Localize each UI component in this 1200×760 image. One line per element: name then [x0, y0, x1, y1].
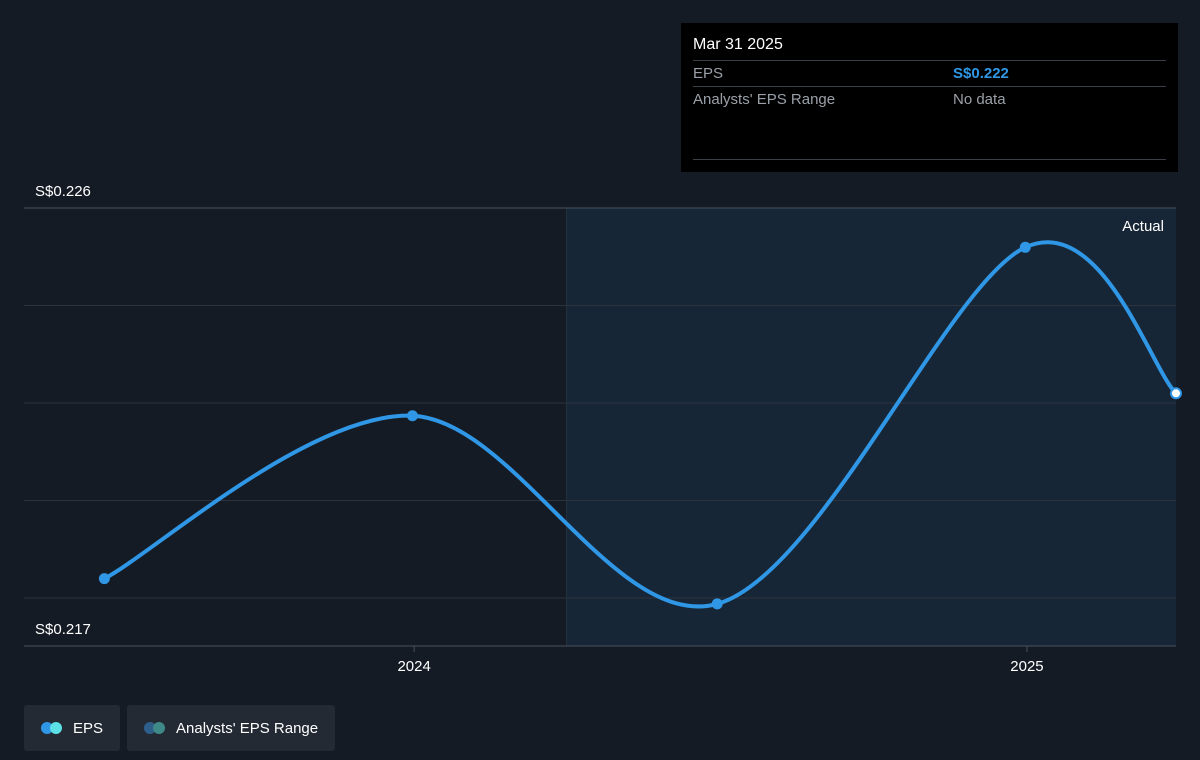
x-tick-label: 2024: [397, 658, 430, 675]
eps-chart: 2024 2025 S$0.226 S$0.217 Actual: [24, 183, 1182, 675]
eps-point[interactable]: [711, 598, 723, 610]
legend-range-dot-2: [153, 722, 166, 734]
tooltip-divider: [693, 159, 1166, 160]
actual-label: Actual: [1122, 218, 1164, 235]
legend-eps-dot-2: [50, 722, 62, 734]
tooltip-row-range: Analysts' EPS Range No data: [693, 86, 1166, 112]
legend-eps-button[interactable]: EPS: [24, 705, 121, 751]
eps-point[interactable]: [1170, 387, 1182, 400]
legend-range-icon: [144, 722, 166, 734]
y-axis-top-label: S$0.226: [35, 183, 91, 200]
tooltip-date: Mar 31 2025: [693, 36, 783, 53]
eps-point[interactable]: [98, 573, 110, 585]
tooltip-range-value: No data: [953, 91, 1006, 108]
legend-eps-icon: [41, 722, 63, 734]
tooltip-row-eps: EPS S$0.222: [693, 60, 1166, 86]
legend-range-label: Analysts' EPS Range: [176, 719, 319, 737]
x-tick-label: 2025: [1010, 658, 1043, 675]
gridlines: [24, 207, 1176, 599]
legend: EPS Analysts' EPS Range: [24, 705, 336, 751]
x-axis-ticks: 2024 2025: [397, 646, 1044, 675]
legend-range-button[interactable]: Analysts' EPS Range: [127, 705, 336, 751]
eps-points[interactable]: [98, 241, 1182, 610]
tooltip-eps-value: S$0.222: [953, 65, 1009, 82]
actual-region: [566, 208, 1176, 646]
eps-point[interactable]: [406, 410, 418, 422]
tooltip-eps-label: EPS: [693, 65, 724, 82]
eps-point[interactable]: [1019, 241, 1031, 253]
tooltip: Mar 31 2025 EPS S$0.222 Analysts' EPS Ra…: [681, 23, 1178, 172]
tooltip-range-label: Analysts' EPS Range: [693, 91, 836, 108]
y-axis-bottom-label: S$0.217: [35, 621, 91, 638]
legend-eps-label: EPS: [73, 719, 104, 737]
